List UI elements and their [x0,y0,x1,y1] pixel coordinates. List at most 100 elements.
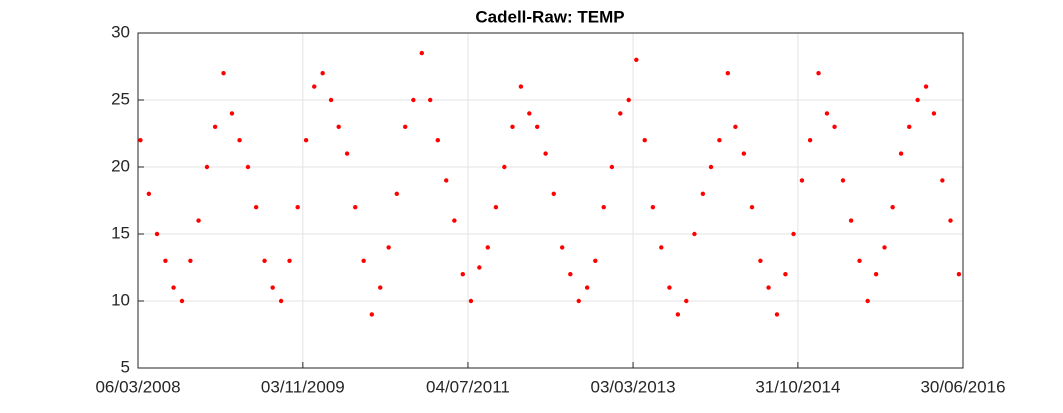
point [749,205,755,210]
point [146,191,152,196]
point [518,84,524,89]
point [336,124,341,129]
point [468,298,474,304]
point [452,218,457,223]
point [403,124,408,129]
y-tick-label: 25 [111,89,130,108]
point [221,71,226,76]
point [568,272,573,277]
point [477,265,482,270]
point [675,312,681,317]
point [502,164,507,170]
point [956,272,962,277]
point [576,298,581,304]
point [601,205,606,210]
point [179,298,185,304]
point [791,231,796,237]
point [650,205,656,210]
point [774,312,780,317]
point [766,285,771,290]
point [832,124,837,129]
plot-frame [137,32,964,369]
point [708,164,714,170]
y-tick-label: 10 [111,290,130,309]
point [923,84,929,89]
point [634,57,639,62]
point [287,258,292,263]
x-tick-label: 03/03/2013 [591,377,676,396]
point [618,111,623,116]
point [940,178,945,183]
point [848,218,854,223]
x-tick-label: 06/03/2008 [95,377,180,396]
point [253,205,259,210]
point [444,178,449,183]
chart-title: Cadell-Raw: TEMP [475,7,624,26]
point [783,272,788,277]
point [527,111,532,116]
point [725,71,731,76]
point [163,258,168,263]
point [229,111,235,116]
point [270,285,275,290]
y-tick-label: 20 [111,156,130,175]
x-tick-label: 31/10/2014 [755,377,840,396]
point [411,97,416,103]
point [196,218,201,223]
point [278,298,284,304]
point [865,298,870,304]
point [188,258,193,263]
point [295,205,300,210]
point [154,231,160,237]
point [659,245,664,250]
point [171,285,176,290]
point [369,312,375,317]
x-tick-label: 04/07/2011 [426,377,510,396]
point [328,97,334,103]
y-tick-label: 30 [111,22,130,41]
point [733,124,738,129]
point [485,245,490,250]
point [700,191,706,196]
point [948,218,953,223]
point [394,191,399,196]
point [684,298,689,304]
point [353,205,358,210]
point [915,97,920,103]
point [460,272,465,277]
point [303,138,309,143]
point [758,258,763,263]
point [692,231,697,237]
point [609,164,615,170]
point [204,164,210,170]
point [534,124,540,129]
point [320,71,325,76]
point [890,205,895,210]
point [667,285,672,290]
point [245,164,251,170]
y-tick-label: 15 [111,223,130,242]
point [741,151,747,156]
point [816,71,821,76]
point [799,178,805,183]
point [551,191,556,196]
point [873,272,879,277]
point [543,151,548,156]
point [419,50,424,56]
point [807,138,813,143]
point [378,285,383,290]
point [138,138,143,143]
point [824,111,830,116]
point [427,97,433,103]
point [212,124,218,129]
point [237,138,242,143]
point [361,258,366,263]
x-tick-label: 30/06/2016 [920,377,1005,396]
point [642,138,647,143]
point [262,258,267,263]
point [898,151,904,156]
point [626,97,631,103]
point [559,245,565,250]
x-tick-label: 03/11/2009 [261,377,345,396]
